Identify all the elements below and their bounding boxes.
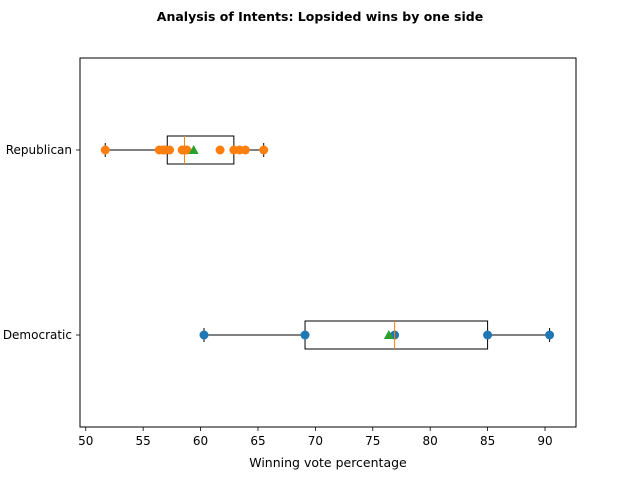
x-axis: 50 55 60 65 70 75 80 85 90 [78,427,553,448]
box-group-republican [100,135,269,165]
data-point [300,330,310,340]
x-tick-label: 65 [250,434,265,448]
chart-title: Analysis of Intents: Lopsided wins by on… [157,9,483,24]
box-group-democratic [199,320,555,350]
y-tick-label: Democratic [3,328,72,342]
mean-marker [383,330,394,339]
data-point [215,145,225,155]
x-tick-label: 85 [480,434,495,448]
plot-area [100,135,555,350]
mean-marker [188,145,199,154]
x-axis-label: Winning vote percentage [249,455,407,470]
data-point [100,145,110,155]
y-axis: Democratic Republican [3,143,80,342]
data-point [240,145,250,155]
data-point [545,330,555,340]
data-point [165,145,175,155]
data-point [483,330,493,340]
x-tick-label: 80 [423,434,438,448]
axes-frame [79,57,577,428]
x-tick-label: 55 [136,434,151,448]
y-tick-label: Republican [6,143,72,157]
x-tick-label: 70 [308,434,323,448]
x-tick-label: 50 [78,434,93,448]
x-tick-label: 90 [537,434,552,448]
data-point [199,330,209,340]
data-point [259,145,269,155]
x-tick-label: 60 [193,434,208,448]
x-tick-label: 75 [365,434,380,448]
